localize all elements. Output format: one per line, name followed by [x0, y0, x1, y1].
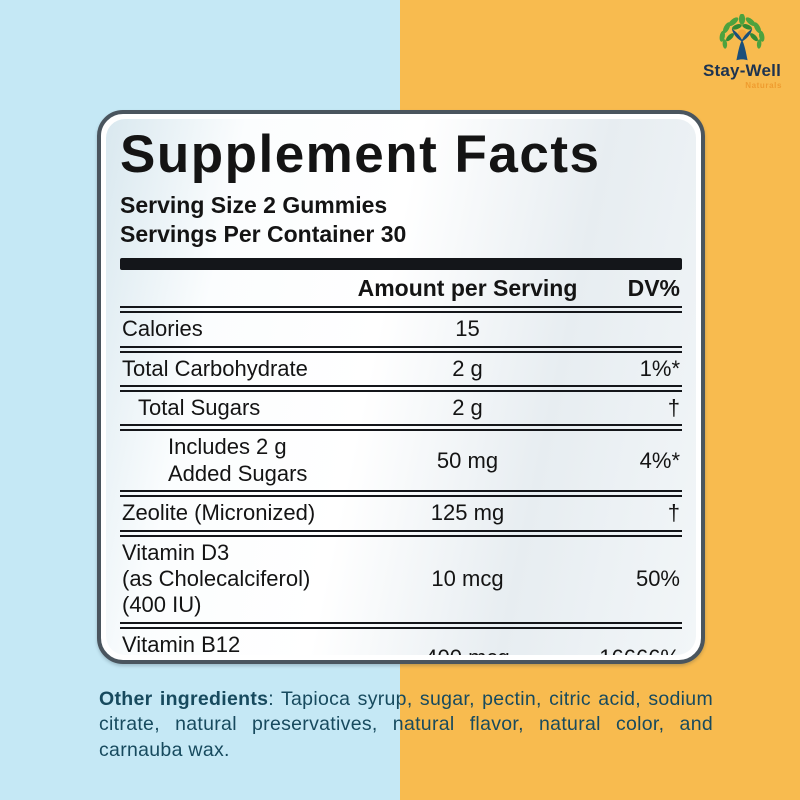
nutrient-amount: 125 mg — [430, 500, 505, 526]
nutrient-dv: † — [667, 500, 680, 526]
serving-size: Serving Size 2 Gummies — [120, 192, 388, 219]
tree-person-icon — [719, 14, 765, 61]
row-divider — [120, 424, 682, 432]
nutrient-name: Includes 2 g Added Sugars — [168, 434, 308, 486]
brand-logo: Stay-Well Naturals — [692, 14, 792, 90]
brand-name: Stay-Well — [702, 61, 781, 80]
nutrient-name: Total Sugars — [138, 394, 261, 420]
nutrient-dv: 1%* — [639, 355, 680, 381]
table-header-row: Amount per Serving DV% — [120, 270, 682, 307]
nutrient-dv: 16666% — [580, 645, 680, 655]
row-divider — [120, 490, 682, 498]
table-row-added-sugars: Includes 2 g Added Sugars 50 mg 4%* — [120, 431, 682, 490]
nutrient-name-line2: (as Cholecalciferol) (400 IU) — [122, 565, 311, 618]
column-header-amount: Amount per Serving — [357, 274, 578, 301]
table-row-vitamin-b12: Vitamin B12 (Cyanocobalamin) 400 mcg 166… — [120, 629, 682, 655]
nutrient-amount: 400 mcg — [355, 645, 580, 655]
nutrient-dv: † — [667, 394, 680, 420]
servings-per-container: Servings Per Container 30 — [120, 220, 407, 247]
nutrient-amount: 10 mcg — [431, 565, 504, 591]
table-row-total-sugars: Total Sugars 2 g † — [120, 392, 682, 424]
table-row-zeolite: Zeolite (Micronized) 125 mg † — [120, 497, 682, 529]
nutrient-name: Total Carbohydrate — [122, 355, 308, 381]
divider-thick-top — [120, 257, 682, 270]
table-row-vitamin-d3: Vitamin D3 (as Cholecalciferol) (400 IU)… — [120, 537, 682, 622]
supplement-facts-panel: Supplement Facts Serving Size 2 Gummies … — [97, 110, 705, 664]
figure-body — [731, 28, 753, 61]
nutrient-amount: 2 g — [452, 394, 483, 420]
nutrient-amount: 50 mg — [436, 447, 499, 473]
supplement-facts-content: Supplement Facts Serving Size 2 Gummies … — [106, 119, 696, 655]
figure-head — [737, 29, 747, 38]
row-divider — [120, 345, 682, 353]
column-header-dv: DV% — [627, 274, 680, 301]
brand-subtitle: Naturals — [745, 81, 782, 90]
table-row-calories: Calories 15 — [120, 313, 682, 345]
row-divider — [120, 306, 682, 314]
row-divider — [120, 529, 682, 537]
nutrient-dv: 4%* — [639, 447, 680, 473]
panel-title: Supplement Facts — [120, 125, 601, 184]
nutrient-amount: 15 — [455, 316, 480, 342]
nutrient-name: Calories — [122, 316, 203, 342]
nutrient-amount: 2 g — [452, 355, 483, 381]
nutrient-dv: 50% — [635, 565, 680, 591]
other-ingredients: Other ingredients: Tapioca syrup, sugar,… — [99, 687, 713, 763]
nutrient-name: Vitamin B12 (Cyanocobalamin) — [122, 631, 241, 655]
nutrient-name: Zeolite (Micronized) — [122, 500, 316, 526]
nutrient-name: Vitamin D3 — [122, 539, 230, 565]
row-divider — [120, 621, 682, 629]
table-row-total-carbohydrate: Total Carbohydrate 2 g 1%* — [120, 353, 682, 385]
row-divider — [120, 384, 682, 392]
other-ingredients-text: : Tapioca syrup, sugar, pectin, citric a… — [99, 688, 713, 761]
other-ingredients-label: Other ingredients — [99, 688, 269, 710]
